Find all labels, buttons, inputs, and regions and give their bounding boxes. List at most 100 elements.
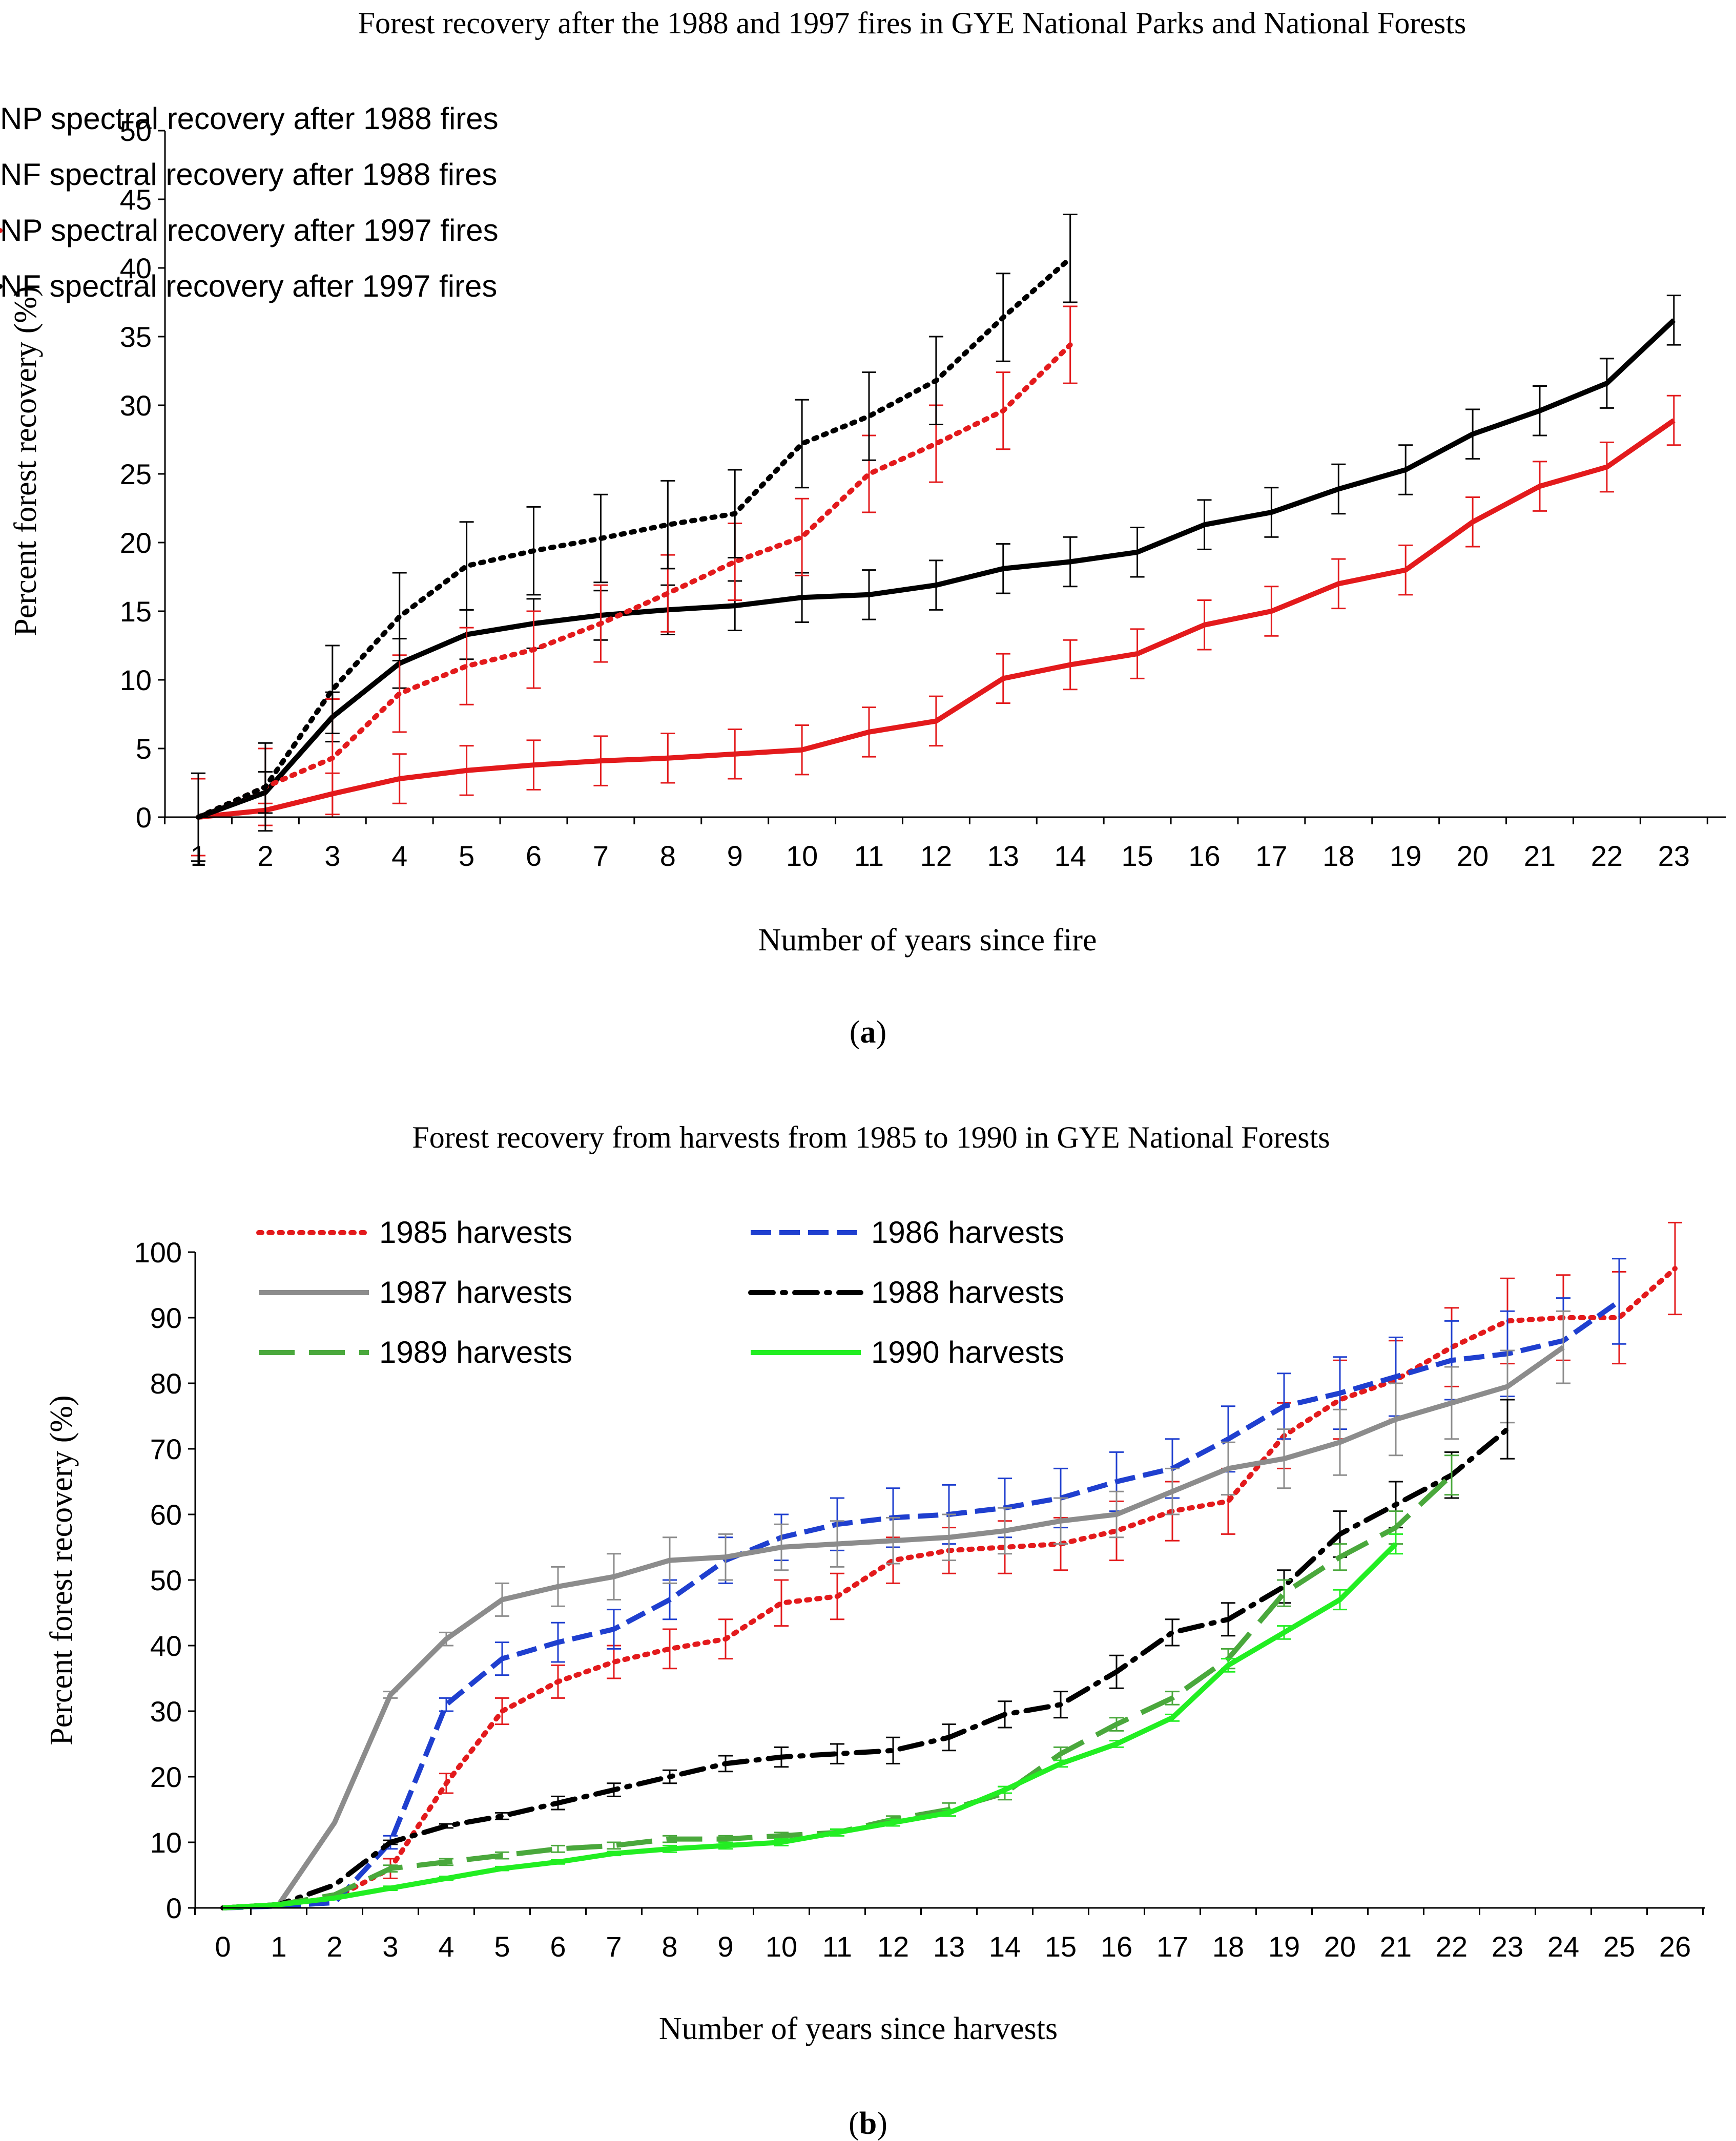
panel-a-letter: a [860,1015,876,1050]
series-1 [198,394,1681,820]
x-tick-label: 21 [1524,840,1556,872]
x-tick-label: 17 [1255,840,1287,872]
x-tick-label: 17 [1156,1930,1188,1963]
y-tick-label: 5 [136,733,152,765]
x-tick-label: 24 [1547,1930,1579,1963]
x-tick-label: 5 [494,1930,510,1963]
x-tick-label: 26 [1659,1930,1691,1963]
legend-label: 1990 harvests [871,1335,1064,1369]
panel-a-chart: Forest recovery after the 1988 and 1997 … [0,6,1726,1050]
x-tick-label: 2 [326,1930,342,1963]
x-tick-label: 1 [271,1930,286,1963]
x-tick-label: 11 [854,840,884,872]
series-1 [220,1221,1682,1910]
series-line [197,318,1676,820]
x-tick-label: 12 [877,1930,909,1963]
x-tick-label: 3 [324,840,340,872]
x-tick-label: 3 [382,1930,398,1963]
x-tick-label: 5 [459,840,474,872]
legend-label: NF spectral recovery after 1997 fires [0,269,497,303]
x-tick-label: 9 [727,840,743,872]
x-tick-label: 6 [526,840,542,872]
panel-b-label: (b) [849,2106,887,2141]
x-tick-label: 22 [1591,840,1623,872]
y-tick-label: 0 [166,1892,182,1924]
y-tick-label: 30 [150,1695,182,1728]
x-tick-label: 4 [438,1930,454,1963]
x-tick-label: 12 [920,840,952,872]
y-tick-label: 25 [120,458,152,490]
x-tick-label: 16 [1188,840,1220,872]
legend-label: 1987 harvests [379,1275,572,1309]
x-tick-label: 8 [662,1930,677,1963]
y-tick-label: 100 [134,1236,182,1269]
series-line [196,256,1073,820]
x-tick-label: 1 [190,840,206,872]
y-tick-label: 20 [120,527,152,559]
x-tick-label: 13 [987,840,1019,872]
chart-b-y-axis-label: Percent forest recovery (%) [44,1395,79,1745]
x-tick-label: 23 [1658,840,1690,872]
series-line [198,418,1676,820]
series-3 [222,1310,1570,1910]
y-tick-label: 0 [136,801,152,834]
legend-label: 1985 harvests [379,1215,572,1250]
x-tick-label: 7 [593,840,609,872]
x-tick-label: 13 [933,1930,965,1963]
y-tick-label: 70 [150,1433,182,1465]
legend-label: 1986 harvests [871,1215,1064,1250]
legend-label: 1988 harvests [871,1275,1064,1309]
legend-label: NP spectral recovery after 1997 fires [0,213,499,247]
x-tick-label: 16 [1101,1930,1132,1963]
x-tick-label: 21 [1380,1930,1412,1963]
x-tick-label: 19 [1268,1930,1300,1963]
x-tick-label: 8 [660,840,676,872]
y-tick-label: 90 [150,1302,182,1334]
y-tick-label: 10 [150,1826,182,1859]
chart-b-title: Forest recovery from harvests from 1985 … [412,1120,1330,1154]
y-tick-label: 50 [150,1564,182,1596]
y-tick-label: 80 [150,1367,182,1400]
series-line [222,1345,1565,1910]
x-tick-label: 15 [1121,840,1153,872]
series-2 [197,295,1681,820]
x-tick-label: 2 [257,840,273,872]
y-tick-label: 10 [120,664,152,696]
panel-b-chart: Forest recovery from harvests from 1985 … [44,1120,1705,2141]
x-tick-label: 15 [1045,1930,1077,1963]
y-tick-label: 60 [150,1499,182,1531]
x-tick-label: 23 [1492,1930,1523,1963]
panel-a-label: (a) [850,1015,886,1050]
legend-label: 1989 harvests [379,1335,572,1369]
y-tick-label: 20 [150,1761,182,1793]
y-tick-label: 45 [120,183,152,216]
y-tick-label: 40 [120,252,152,284]
legend-label: NF spectral recovery after 1988 fires [0,157,497,192]
x-tick-label: 22 [1436,1930,1468,1963]
chart-a-title: Forest recovery after the 1988 and 1997 … [358,6,1466,40]
series-6 [222,1533,1403,1910]
y-tick-label: 40 [150,1630,182,1662]
series-line [196,342,1073,820]
y-tick-label: 15 [120,595,152,628]
y-tick-label: 50 [120,115,152,147]
series-line [222,1299,1621,1910]
series-4 [191,213,1078,862]
x-tick-label: 10 [786,840,818,872]
x-tick-label: 14 [1055,840,1086,872]
panel-b-letter: b [859,2106,877,2141]
x-tick-label: 0 [215,1930,231,1963]
series-4 [220,1399,1515,1910]
x-tick-label: 18 [1212,1930,1244,1963]
chart-b-x-axis-label: Number of years since harvests [659,2011,1058,2046]
x-tick-label: 9 [717,1930,733,1963]
x-tick-label: 4 [391,840,407,872]
x-tick-label: 10 [766,1930,797,1963]
legend-label: NP spectral recovery after 1988 fires [0,101,499,136]
chart-a-x-axis-label: Number of years since fire [758,923,1097,958]
y-tick-label: 35 [120,321,152,353]
series-line [222,1542,1398,1910]
y-tick-label: 30 [120,389,152,422]
x-tick-label: 6 [550,1930,566,1963]
